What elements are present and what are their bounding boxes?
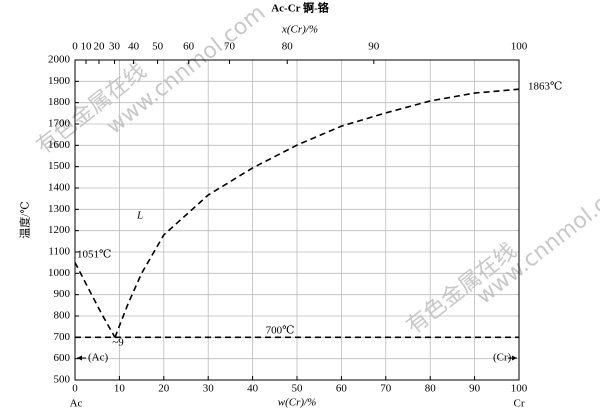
x2-tick-label: 10 bbox=[81, 41, 93, 53]
y-tick-label: 500 bbox=[54, 374, 71, 386]
x-tick-label: 90 bbox=[469, 383, 481, 395]
x-tick-label: 40 bbox=[247, 383, 259, 395]
x2-tick-label: 20 bbox=[93, 41, 105, 53]
y-tick-label: 1800 bbox=[48, 96, 71, 108]
x-tick-label: 10 bbox=[114, 383, 126, 395]
y-axis-label: 温度/℃ bbox=[18, 201, 32, 238]
top-axis-label: x(Cr)/% bbox=[281, 24, 318, 36]
y-tick-label: 2000 bbox=[48, 54, 71, 66]
x2-tick-label: 40 bbox=[128, 41, 140, 53]
phase-boundary bbox=[74, 262, 116, 338]
annotation: ~9 bbox=[112, 337, 124, 349]
x2-tick-label: 90 bbox=[368, 41, 380, 53]
x2-tick-label: 80 bbox=[282, 41, 294, 53]
x2-tick-label: 50 bbox=[152, 41, 164, 53]
y-tick-label: 1000 bbox=[48, 267, 71, 279]
y-tick-label: 800 bbox=[54, 310, 71, 322]
right-component: Cr bbox=[514, 398, 525, 410]
x-tick-label: 50 bbox=[292, 383, 304, 395]
annotation: (Ac) bbox=[88, 352, 108, 364]
y-tick-label: 700 bbox=[54, 331, 71, 343]
y-tick-label: 1500 bbox=[48, 160, 71, 172]
chart-title: Ac-Cr 锕-铬 bbox=[271, 1, 330, 15]
y-tick-label: 600 bbox=[54, 352, 71, 364]
arrowhead bbox=[512, 355, 517, 361]
arrowhead bbox=[77, 355, 82, 361]
y-tick-label: 900 bbox=[54, 288, 71, 300]
annotation: 1863℃ bbox=[528, 81, 562, 93]
x-tick-label: 0 bbox=[72, 383, 78, 395]
x2-tick-label: 100 bbox=[511, 41, 528, 53]
x2-tick-label: 30 bbox=[109, 41, 121, 53]
x-tick-label: 20 bbox=[158, 383, 170, 395]
phase-boundary bbox=[114, 88, 520, 338]
y-tick-label: 1100 bbox=[48, 246, 70, 258]
x-tick-label: 80 bbox=[425, 383, 437, 395]
x-tick-label: 70 bbox=[380, 383, 392, 395]
x-axis-label: w(Cr)/% bbox=[278, 397, 317, 409]
y-tick-label: 1900 bbox=[48, 75, 71, 87]
left-component: Ac bbox=[70, 398, 83, 410]
annotation: 1051℃ bbox=[77, 249, 111, 261]
x-tick-label: 60 bbox=[336, 383, 348, 395]
x2-tick-label: 0 bbox=[72, 41, 78, 53]
annotation: 700℃ bbox=[266, 325, 295, 337]
x2-tick-label: 60 bbox=[183, 41, 195, 53]
y-tick-label: 1700 bbox=[48, 118, 71, 130]
x-tick-label: 100 bbox=[511, 383, 528, 395]
watermark: www.cnnmol.com bbox=[472, 170, 600, 309]
x-tick-label: 30 bbox=[203, 383, 215, 395]
annotation: L bbox=[136, 210, 143, 222]
y-tick-label: 1600 bbox=[48, 139, 71, 151]
x2-tick-label: 70 bbox=[224, 41, 236, 53]
y-tick-label: 1200 bbox=[48, 224, 71, 236]
y-tick-label: 1400 bbox=[48, 182, 71, 194]
plot-frame bbox=[74, 59, 520, 381]
y-tick-label: 1300 bbox=[48, 203, 71, 215]
annotation: (Cr) bbox=[493, 352, 512, 364]
